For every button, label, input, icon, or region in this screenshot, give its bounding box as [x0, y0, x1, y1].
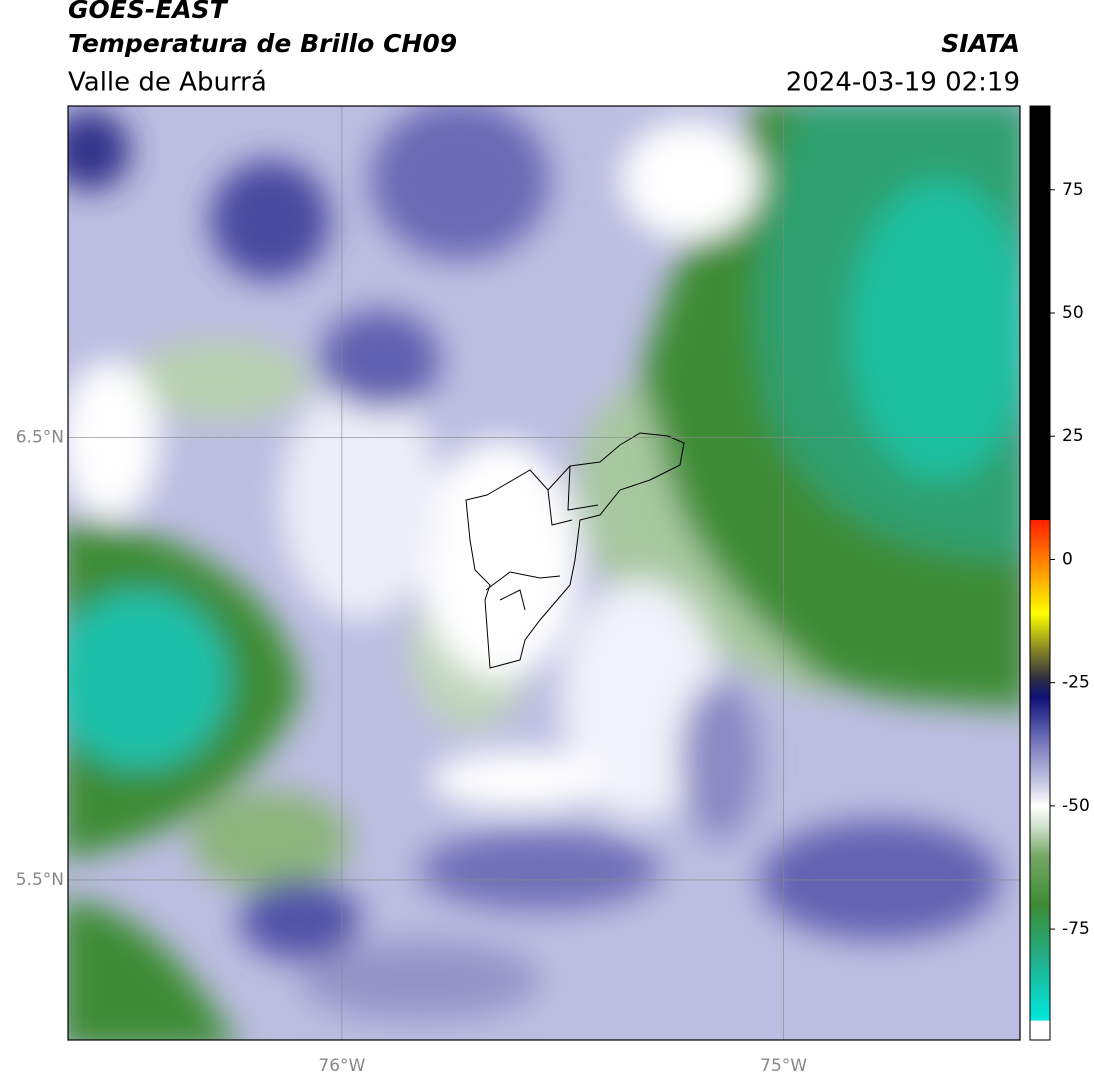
- colorbar-label: -25: [1062, 673, 1090, 693]
- datetime: 2024-03-19 02:19: [786, 68, 1020, 98]
- colorbar-label: 0: [1062, 549, 1073, 569]
- colorbar-label: -75: [1062, 919, 1090, 939]
- region: Valle de Aburrá: [68, 68, 267, 98]
- lat-label: 5.5°N: [16, 870, 64, 890]
- map-image: [68, 106, 1020, 1040]
- source: SIATA: [941, 29, 1020, 58]
- lon-label: 75°W: [760, 1056, 807, 1076]
- boundary: [465, 432, 685, 669]
- map-frame: [67, 105, 1021, 1041]
- title: GOES-EAST: [68, 0, 229, 24]
- colorbar: [1029, 105, 1051, 1041]
- subtitle: Temperatura de Brillo CH09: [68, 29, 457, 58]
- colorbar-label: 25: [1062, 426, 1084, 446]
- lon-label: 76°W: [318, 1056, 365, 1076]
- colorbar-label: 75: [1062, 180, 1084, 200]
- colorbar-label: -50: [1062, 796, 1090, 816]
- colorbar-label: 50: [1062, 303, 1084, 323]
- lat-label: 6.5°N: [16, 428, 64, 448]
